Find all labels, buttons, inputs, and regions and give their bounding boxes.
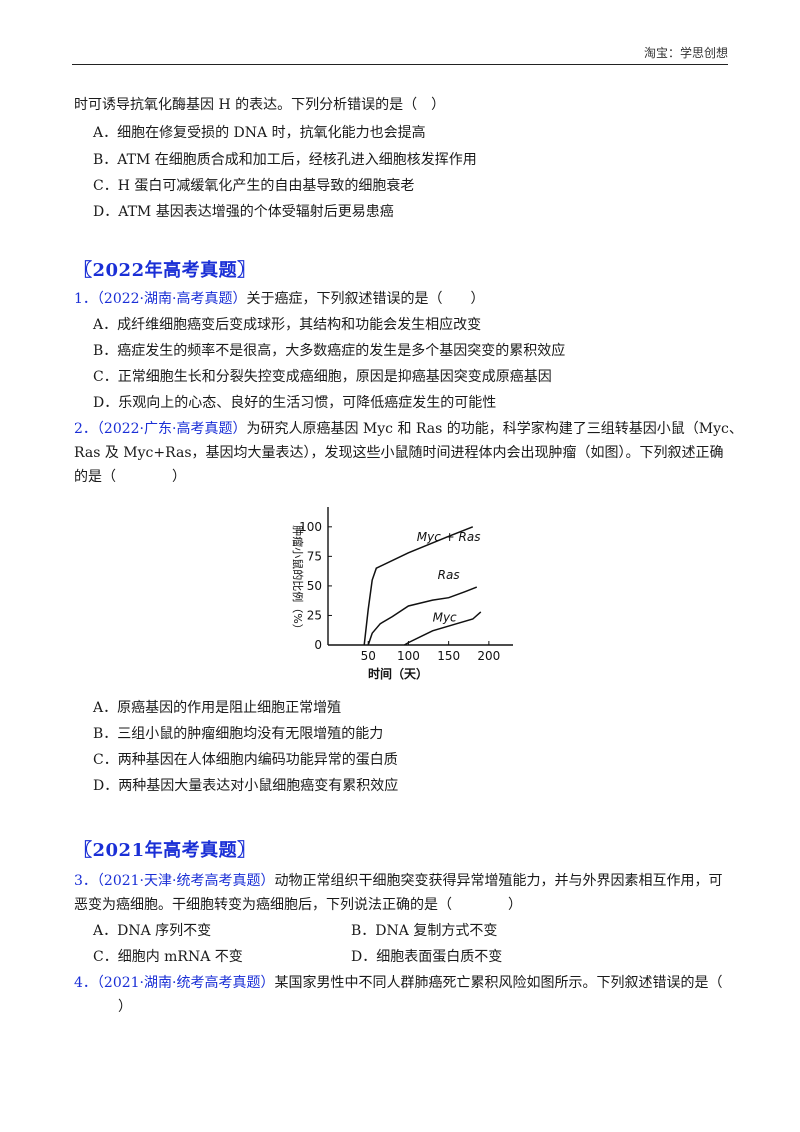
q2-option-a: A．原癌基因的作用是阻止细胞正常增殖 [93, 700, 342, 716]
section-title-2021: 〖2021年高考真题〗 [74, 840, 256, 861]
question-source: （2021·天津·统考高考真题） [96, 873, 275, 889]
y-tick-label: 75 [307, 549, 322, 563]
x-axis-label: 时间（天） [368, 666, 428, 681]
prev-question-stem: 时可诱导抗氧化酶基因 H 的表达。下列分析错误的是（ ） [74, 97, 446, 113]
series-line [363, 526, 474, 646]
prev-option-a: A．细胞在修复受损的 DNA 时，抗氧化能力也会提高 [93, 125, 426, 141]
prev-option-d: D．ATM 基因表达增强的个体受辐射后更易患癌 [93, 204, 394, 220]
question-2-stem-line3: 的是（ ） [74, 469, 186, 485]
series-line [404, 611, 482, 646]
question-3-stem-line2: 恶变为癌细胞。干细胞转变为癌细胞后，下列说法正确的是（ ） [74, 897, 522, 913]
question-2-stem-line1: 2．（2022·广东·高考真题）为研究人原癌基因 Myc 和 Ras 的功能，科… [74, 420, 743, 438]
x-tick-label: 50 [361, 649, 376, 663]
x-tick-label: 150 [437, 649, 460, 663]
question-number: 2． [74, 421, 97, 437]
question-text: 关于癌症，下列叙述错误的是（ ） [246, 291, 485, 307]
q2-option-b: B．三组小鼠的肿瘤细胞均没有无限增殖的能力 [93, 726, 384, 742]
question-1-stem: 1．（2022·湖南·高考真题）关于癌症，下列叙述错误的是（ ） [74, 290, 484, 308]
series-label: Myc [433, 610, 457, 624]
question-text: 为研究人原癌基因 Myc 和 Ras 的功能，科学家构建了三组转基因小鼠（Myc… [246, 421, 743, 437]
question-3-stem-line1: 3．（2021·天津·统考高考真题）动物正常组织干细胞突变获得异常增殖能力，并与… [74, 872, 722, 890]
prev-option-c: C．H 蛋白可减缓氧化产生的自由基导致的细胞衰老 [93, 178, 415, 194]
q2-option-d: D．两种基因大量表达对小鼠细胞癌变有累积效应 [93, 778, 399, 794]
page-header: 淘宝：学思创想 [72, 44, 728, 64]
q1-option-a: A．成纤维细胞癌变后变成球形，其结构和功能会发生相应改变 [93, 317, 482, 333]
y-axis-label: 肿瘤小鼠的比例（%） [291, 525, 305, 634]
x-tick-label: 100 [397, 649, 420, 663]
question-number: 1． [74, 291, 97, 307]
question-number: 4． [74, 975, 97, 991]
question-number: 3． [74, 873, 97, 889]
tumor-chart: 0 25 50 75 100 50 100 150 200 肿瘤小鼠的比例（%） 时间（天） Myc … [291, 507, 513, 681]
q3-option-b: B．DNA 复制方式不变 [351, 923, 498, 939]
header-rule [72, 64, 728, 65]
question-4-stem-line1: 4．（2021·湖南·统考高考真题）某国家男性中不同人群肺癌死亡累积风险如图所示… [74, 974, 722, 992]
question-text: 动物正常组织干细胞突变获得异常增殖能力，并与外界因素相互作用，可 [274, 873, 723, 889]
series-line [367, 586, 478, 646]
series-label: Ras [438, 568, 460, 582]
y-tick-label: 25 [307, 608, 322, 622]
section-title-2022: 〖2022年高考真题〗 [74, 260, 256, 281]
q3-option-d: D．细胞表面蛋白质不变 [351, 949, 503, 965]
x-tick-label: 200 [477, 649, 500, 663]
question-2-stem-line2: Ras 及 Myc+Ras，基因均大量表达），发现这些小鼠随时间进程体内会出现肿… [74, 445, 724, 461]
question-source: （2022·广东·高考真题） [96, 421, 247, 437]
question-text: 某国家男性中不同人群肺癌死亡累积风险如图所示。下列叙述错误的是（ [274, 975, 723, 991]
question-source: （2022·湖南·高考真题） [96, 291, 247, 307]
q1-option-b: B．癌症发生的频率不是很高，大多数癌症的发生是多个基因突变的累积效应 [93, 343, 566, 359]
series-label: Myc + Ras [417, 530, 481, 544]
q3-option-c: C．细胞内 mRNA 不变 [93, 949, 243, 965]
y-tick-label: 50 [307, 579, 322, 593]
y-tick-label: 100 [299, 520, 322, 534]
q2-option-c: C．两种基因在人体细胞内编码功能异常的蛋白质 [93, 752, 398, 768]
q3-option-a: A．DNA 序列不变 [93, 923, 212, 939]
y-tick-label: 0 [314, 638, 322, 652]
question-4-stem-line2: ） [118, 999, 132, 1015]
q1-option-d: D．乐观向上的心态、良好的生活习惯，可降低癌症发生的可能性 [93, 395, 497, 411]
header-text: 淘宝：学思创想 [643, 46, 728, 60]
q1-option-c: C．正常细胞生长和分裂失控变成癌细胞，原因是抑癌基因突变成原癌基因 [93, 369, 552, 385]
prev-option-b: B．ATM 在细胞质合成和加工后，经核孔进入细胞核发挥作用 [93, 152, 477, 168]
question-source: （2021·湖南·统考高考真题） [96, 975, 275, 991]
